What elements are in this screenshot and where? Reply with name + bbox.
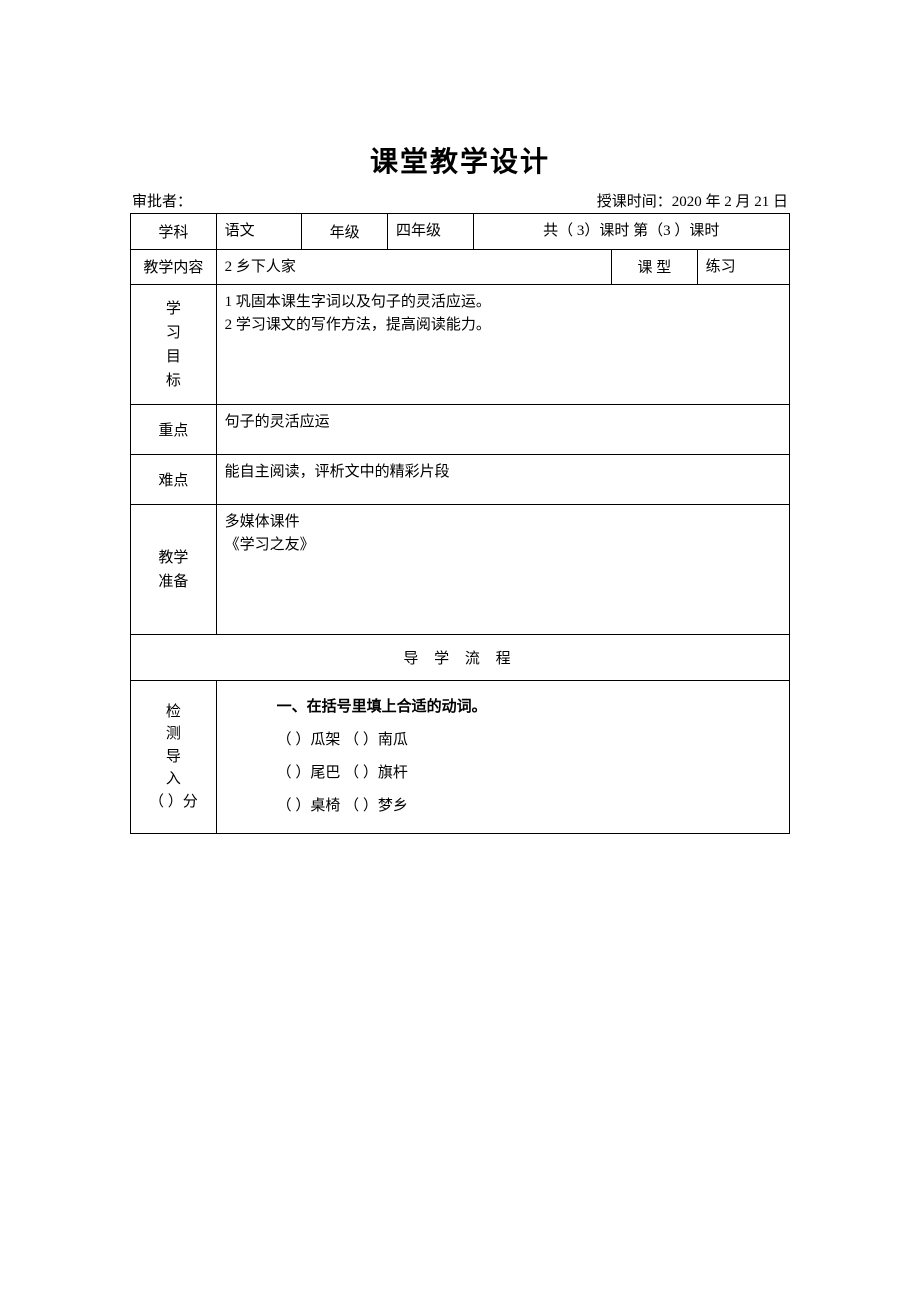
- keypoint-label: 重点: [131, 405, 217, 455]
- approver-label: 审批者：: [132, 190, 192, 211]
- exercise-line-3: （ ）桌椅 （ ）梦乡: [237, 790, 769, 823]
- difficulty-label: 难点: [131, 455, 217, 505]
- row-check: 检 测 导 入 （ ）分 一、在括号里填上合适的动词。 （ ）瓜架 （ ）南瓜 …: [131, 681, 790, 834]
- type-value: 练习: [697, 249, 789, 285]
- subject-label: 学科: [131, 214, 217, 250]
- preparation-content: 多媒体课件 《学习之友》: [216, 505, 789, 635]
- row-difficulty: 难点 能自主阅读，评析文中的精彩片段: [131, 455, 790, 505]
- keypoint-value: 句子的灵活应运: [216, 405, 789, 455]
- content-value: 2 乡下人家: [216, 249, 611, 285]
- content-label: 教学内容: [131, 249, 217, 285]
- row-subject: 学科 语文 年级 四年级 共（ 3）课时 第（3 ）课时: [131, 214, 790, 250]
- difficulty-value: 能自主阅读，评析文中的精彩片段: [216, 455, 789, 505]
- prep-line-2: 《学习之友》: [225, 534, 781, 557]
- objectives-content: 1 巩固本课生字词以及句子的灵活应运。 2 学习课文的写作方法，提高阅读能力。: [216, 285, 789, 405]
- objectives-label: 学 习 目 标: [131, 285, 217, 405]
- grade-label: 年级: [302, 214, 388, 250]
- subject-value: 语文: [216, 214, 302, 250]
- row-flow-header: 导 学 流 程: [131, 635, 790, 681]
- flow-header: 导 学 流 程: [131, 635, 790, 681]
- row-content: 教学内容 2 乡下人家 课 型 练习: [131, 249, 790, 285]
- date-label: 授课时间：2020 年 2 月 21 日: [597, 190, 788, 211]
- check-label: 检 测 导 入 （ ）分: [131, 681, 217, 834]
- row-keypoint: 重点 句子的灵活应运: [131, 405, 790, 455]
- row-preparation: 教学 准备 多媒体课件 《学习之友》: [131, 505, 790, 635]
- page-title: 课堂教学设计: [130, 140, 790, 180]
- row-objectives: 学 习 目 标 1 巩固本课生字词以及句子的灵活应运。 2 学习课文的写作方法，…: [131, 285, 790, 405]
- objective-line-2: 2 学习课文的写作方法，提高阅读能力。: [225, 314, 781, 337]
- check-content: 一、在括号里填上合适的动词。 （ ）瓜架 （ ）南瓜 （ ）尾巴 （ ）旗杆 （…: [216, 681, 789, 834]
- exercise-line-1: （ ）瓜架 （ ）南瓜: [237, 724, 769, 757]
- grade-value: 四年级: [387, 214, 473, 250]
- prep-line-1: 多媒体课件: [225, 511, 781, 534]
- exercise-line-2: （ ）尾巴 （ ）旗杆: [237, 757, 769, 790]
- type-label: 课 型: [612, 249, 698, 285]
- header-line: 审批者： 授课时间：2020 年 2 月 21 日: [130, 190, 790, 211]
- exercise-title: 一、在括号里填上合适的动词。: [237, 691, 769, 724]
- objective-line-1: 1 巩固本课生字词以及句子的灵活应运。: [225, 291, 781, 314]
- period-text: 共（ 3）课时 第（3 ）课时: [473, 214, 789, 250]
- preparation-label: 教学 准备: [131, 505, 217, 635]
- lesson-plan-table: 学科 语文 年级 四年级 共（ 3）课时 第（3 ）课时 教学内容 2 乡下人家…: [130, 213, 790, 834]
